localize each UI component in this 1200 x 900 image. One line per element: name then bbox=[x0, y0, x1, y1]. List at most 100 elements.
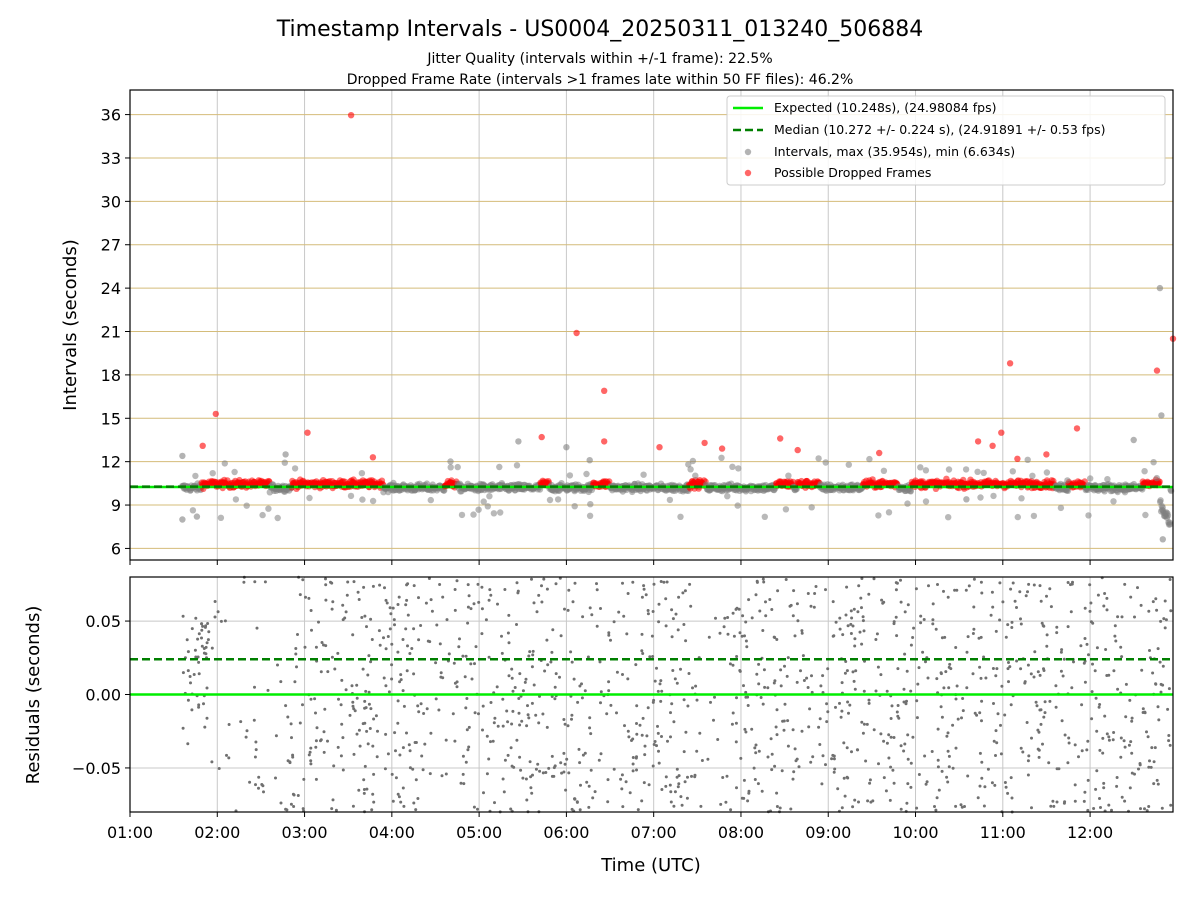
residual-point bbox=[753, 778, 757, 781]
residual-point bbox=[660, 788, 664, 791]
residual-point bbox=[394, 749, 397, 753]
residual-point bbox=[784, 578, 788, 581]
residual-point bbox=[651, 655, 655, 658]
interval-point bbox=[587, 501, 594, 508]
dropped-outlier-point bbox=[573, 329, 580, 337]
interval-point bbox=[554, 496, 562, 503]
top-y-tick-label: 33 bbox=[101, 149, 121, 168]
residual-point bbox=[850, 616, 854, 620]
residual-point bbox=[965, 650, 969, 654]
interval-point bbox=[480, 498, 487, 505]
residual-point bbox=[430, 609, 434, 613]
residual-point bbox=[842, 741, 846, 745]
interval-point bbox=[1104, 476, 1111, 483]
residual-point bbox=[1062, 657, 1066, 661]
residual-point bbox=[750, 727, 754, 731]
residual-point bbox=[1161, 664, 1165, 668]
residual-point bbox=[357, 728, 361, 732]
residual-point bbox=[587, 805, 591, 809]
residual-point bbox=[762, 580, 766, 584]
residual-point bbox=[313, 697, 317, 701]
residual-point bbox=[1045, 633, 1049, 637]
residual-point bbox=[389, 612, 393, 616]
residual-point bbox=[826, 667, 830, 671]
residual-point bbox=[279, 801, 283, 805]
residual-point bbox=[664, 775, 668, 779]
residual-point bbox=[383, 767, 387, 771]
residual-point bbox=[402, 704, 406, 708]
bottom-y-tick-label: 0.00 bbox=[85, 686, 121, 705]
residual-point bbox=[879, 732, 883, 736]
residual-point bbox=[818, 717, 822, 721]
residual-point bbox=[621, 805, 625, 809]
residual-point bbox=[954, 697, 958, 701]
residual-point bbox=[911, 636, 915, 639]
bottom-y-tick-label: 0.05 bbox=[85, 612, 121, 631]
residual-point bbox=[978, 665, 982, 669]
residual-point bbox=[906, 757, 910, 761]
residual-point bbox=[859, 596, 863, 600]
residual-point bbox=[1030, 806, 1033, 810]
residual-point bbox=[527, 654, 531, 658]
residual-point bbox=[880, 598, 884, 602]
interval-point bbox=[486, 493, 493, 500]
residual-point bbox=[562, 718, 566, 721]
residual-point bbox=[326, 739, 329, 743]
residual-point bbox=[620, 787, 624, 791]
residual-point bbox=[992, 702, 995, 705]
residual-point bbox=[677, 782, 681, 786]
residual-point bbox=[866, 799, 870, 803]
residual-point bbox=[1164, 618, 1168, 622]
residual-point bbox=[967, 584, 971, 588]
residual-point bbox=[469, 662, 473, 666]
residual-point bbox=[742, 778, 746, 782]
residual-point bbox=[341, 736, 345, 740]
residual-point bbox=[535, 610, 539, 614]
residual-point bbox=[683, 780, 687, 784]
residual-point bbox=[714, 616, 717, 620]
residual-point bbox=[978, 751, 982, 755]
interval-point bbox=[497, 509, 504, 516]
residual-point bbox=[903, 610, 907, 614]
residual-point bbox=[839, 715, 843, 719]
residual-point bbox=[1003, 713, 1007, 717]
residual-point bbox=[390, 677, 394, 681]
residual-point bbox=[832, 770, 836, 774]
residual-point bbox=[1086, 739, 1090, 743]
residual-point bbox=[1120, 795, 1124, 799]
residual-point bbox=[872, 728, 876, 732]
residual-point bbox=[695, 698, 699, 702]
residual-point bbox=[426, 639, 430, 643]
residual-point bbox=[1045, 594, 1048, 598]
residual-point bbox=[1001, 600, 1005, 604]
residual-point bbox=[1037, 755, 1041, 759]
interval-point bbox=[880, 467, 888, 474]
residual-point bbox=[830, 757, 834, 761]
interval-point bbox=[586, 512, 594, 519]
residual-point bbox=[489, 740, 492, 744]
top-y-tick-label: 24 bbox=[101, 279, 121, 298]
residual-point bbox=[412, 584, 416, 588]
residual-point bbox=[669, 711, 672, 715]
residual-point bbox=[417, 596, 420, 600]
residual-point bbox=[518, 755, 522, 759]
residual-point bbox=[565, 757, 569, 761]
residual-point bbox=[541, 712, 545, 716]
residual-point bbox=[511, 709, 515, 713]
interval-point bbox=[782, 506, 790, 513]
residual-point bbox=[1151, 600, 1155, 604]
residual-point bbox=[659, 580, 663, 583]
residual-point bbox=[339, 703, 343, 707]
residual-point bbox=[964, 588, 968, 592]
interval-point bbox=[945, 514, 952, 521]
residual-point bbox=[1151, 671, 1155, 675]
residual-point bbox=[1089, 620, 1093, 624]
residual-point bbox=[683, 589, 687, 593]
residual-point bbox=[1090, 717, 1094, 721]
interval-point bbox=[922, 498, 930, 505]
residual-point bbox=[227, 723, 231, 726]
x-tick-label: 06:00 bbox=[543, 823, 589, 842]
residual-point bbox=[352, 752, 356, 756]
top-y-ticks: 6 9 12 15 18 21 24 27 30 33 36 bbox=[101, 106, 130, 558]
residual-point bbox=[825, 702, 829, 706]
